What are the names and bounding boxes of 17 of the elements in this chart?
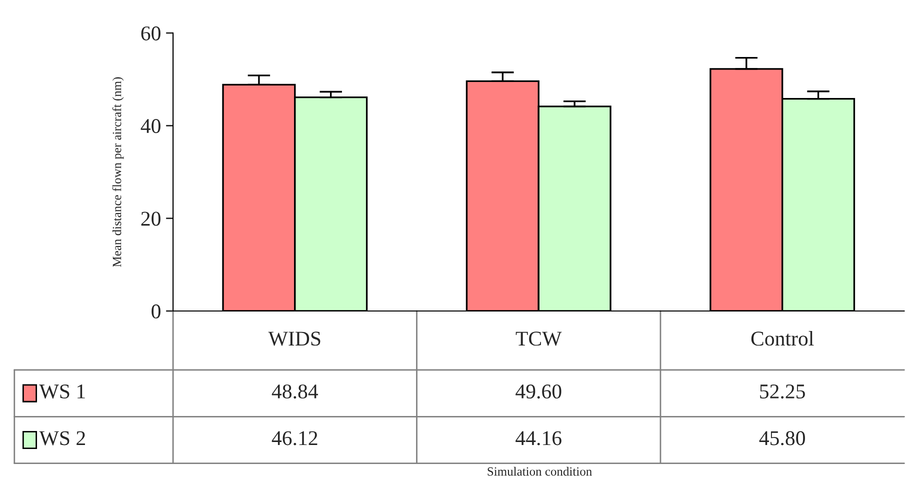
legend-label: WS 2 bbox=[39, 431, 85, 446]
y-tick-label: 0 bbox=[152, 304, 160, 318]
data-label: 45.80 bbox=[759, 431, 805, 446]
data-label: 48.84 bbox=[272, 384, 318, 399]
y-tick-label: 20 bbox=[141, 212, 160, 226]
x-tick-label: Control bbox=[751, 331, 814, 346]
y-tick-label: 60 bbox=[141, 26, 160, 40]
text: Simulation condition bbox=[488, 466, 592, 476]
x-tick-label: WIDS bbox=[268, 332, 320, 346]
data-label: 44.16 bbox=[516, 431, 562, 446]
y-tick-label: 40 bbox=[140, 119, 160, 134]
y-axis-title: Mean distance flown per aircraft (nm) bbox=[112, 77, 124, 267]
data-label: 46.12 bbox=[272, 431, 318, 446]
x-tick-label: TCW bbox=[516, 332, 562, 346]
data-label: 52.25 bbox=[760, 384, 805, 399]
data-label: 49.60 bbox=[516, 384, 562, 399]
legend-label: WS 1 bbox=[39, 384, 85, 399]
